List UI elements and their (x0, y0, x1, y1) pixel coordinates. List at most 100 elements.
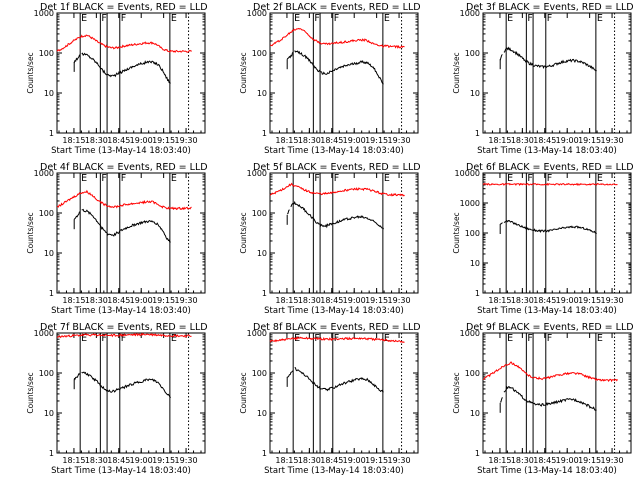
x-tick-label: 18:15 (275, 296, 298, 305)
panel-svg: Det 8f BLACK = Events, RED = LLD 1 10 100 10… (239, 322, 421, 476)
lld-series-line (269, 182, 405, 197)
lld-series-line (56, 34, 192, 53)
interval-marker-label: E (507, 13, 513, 24)
y-tick-label: 100 (465, 229, 480, 238)
x-tick-label: 18:45 (533, 456, 556, 465)
events-series-line (287, 200, 385, 230)
detector-panel-8: Det 8f BLACK = Events, RED = LLD 1 10 100 10… (213, 320, 426, 480)
x-tick-label: 18:45 (107, 456, 130, 465)
detector-panel-5: Det 5f BLACK = Events, RED = LLD 1 10 100 10… (213, 160, 426, 320)
y-tick-label: 10 (44, 89, 54, 98)
panel-svg: Det 3f BLACK = Events, RED = LLD 1 10 100 10… (452, 2, 634, 156)
interval-marker-label: F (121, 13, 126, 24)
interval-marker-label: F (101, 13, 106, 24)
x-tick-label: 18:30 (511, 136, 534, 145)
y-tick-label: 1 (262, 289, 267, 298)
interval-marker-label: F (527, 13, 532, 24)
x-axis-label: Start Time (13-May-14 18:03:40) (51, 306, 191, 316)
x-tick-label: 18:30 (511, 456, 534, 465)
interval-marker-label: E (507, 333, 513, 344)
y-tick-label: 10 (44, 409, 54, 418)
y-tick-label: 10 (470, 409, 480, 418)
panel-title: Det 4f BLACK = Events, RED = LLD (40, 162, 208, 173)
panel-title: Det 5f BLACK = Events, RED = LLD (253, 162, 421, 173)
lld-series-line (269, 336, 405, 344)
y-tick-label: 100 (39, 369, 54, 378)
detector-panel-4: Det 4f BLACK = Events, RED = LLD 1 10 100 10… (0, 160, 213, 320)
events-series-line (73, 371, 171, 399)
interval-marker-label: E (597, 333, 603, 344)
x-tick-label: 18:45 (320, 136, 343, 145)
x-axis-label: Start Time (13-May-14 18:03:40) (264, 466, 404, 476)
interval-marker-label: E (294, 13, 300, 24)
y-axis-label: Counts/sec (452, 212, 461, 253)
y-tick-label: 10 (470, 89, 480, 98)
lld-series-line (482, 361, 618, 383)
x-tick-label: 18:30 (298, 136, 321, 145)
panel-svg: Det 9f BLACK = Events, RED = LLD 1 10 100 10… (452, 322, 634, 476)
detector-panel-9: Det 9f BLACK = Events, RED = LLD 1 10 100 10… (426, 320, 639, 480)
interval-marker-label: F (121, 173, 126, 184)
plot-frame (269, 12, 419, 134)
x-axis-label: Start Time (13-May-14 18:03:40) (477, 146, 617, 156)
y-tick-label: 100 (252, 209, 267, 218)
x-tick-label: 18:15 (62, 136, 85, 145)
panel-title: Det 2f BLACK = Events, RED = LLD (253, 2, 421, 13)
x-tick-label: 19:15 (578, 456, 601, 465)
plot-frame (56, 172, 206, 294)
interval-marker-label: E (384, 333, 390, 344)
x-tick-label: 19:00 (556, 296, 579, 305)
x-tick-label: 18:45 (320, 456, 343, 465)
x-tick-label: 19:30 (175, 296, 198, 305)
x-tick-label: 19:15 (578, 136, 601, 145)
x-tick-label: 19:30 (388, 296, 411, 305)
detector-panel-1: Det 1f BLACK = Events, RED = LLD 1 10 100 10… (0, 0, 213, 160)
interval-marker-label: E (171, 13, 177, 24)
x-tick-label: 18:30 (85, 456, 108, 465)
x-tick-label: 19:00 (343, 456, 366, 465)
lld-series-line (57, 332, 192, 339)
y-tick-label: 1000 (460, 199, 480, 208)
x-tick-label: 19:00 (343, 296, 366, 305)
x-tick-label: 19:00 (343, 136, 366, 145)
x-tick-label: 18:45 (107, 296, 130, 305)
y-tick-label: 1000 (247, 9, 267, 18)
plot-frame (269, 332, 419, 454)
y-tick-label: 10 (257, 249, 267, 258)
events-series-line (287, 367, 384, 393)
x-tick-label: 19:00 (130, 456, 153, 465)
x-tick-label: 19:15 (152, 456, 175, 465)
y-tick-label: 1 (475, 129, 480, 138)
events-series-line (499, 46, 597, 72)
interval-marker-label: F (334, 173, 339, 184)
y-tick-label: 10 (257, 89, 267, 98)
x-tick-label: 18:15 (275, 136, 298, 145)
x-axis-label: Start Time (13-May-14 18:03:40) (477, 466, 617, 476)
x-tick-label: 18:30 (298, 296, 321, 305)
x-tick-label: 18:30 (85, 296, 108, 305)
interval-marker-label: F (101, 333, 106, 344)
interval-marker-label: E (597, 173, 603, 184)
x-tick-label: 19:15 (578, 296, 601, 305)
lld-series-line (56, 189, 192, 211)
interval-marker-label: F (334, 13, 339, 24)
plot-frame (482, 12, 632, 134)
y-axis-label: Counts/sec (452, 52, 461, 93)
interval-marker-label: E (507, 173, 513, 184)
plot-frame (269, 172, 419, 294)
x-tick-label: 18:30 (298, 456, 321, 465)
y-axis-label: Counts/sec (26, 372, 35, 413)
interval-marker-label: E (81, 173, 87, 184)
x-tick-label: 18:45 (107, 136, 130, 145)
x-tick-label: 19:30 (175, 456, 198, 465)
x-tick-label: 18:15 (275, 456, 298, 465)
lld-series-line (482, 182, 618, 186)
panel-svg: Det 4f BLACK = Events, RED = LLD 1 10 100 10… (26, 162, 208, 316)
x-tick-label: 18:30 (511, 296, 534, 305)
y-tick-label: 10 (257, 409, 267, 418)
x-axis-label: Start Time (13-May-14 18:03:40) (51, 466, 191, 476)
plot-frame (482, 332, 632, 454)
x-tick-label: 19:15 (365, 296, 388, 305)
y-tick-label: 1000 (460, 9, 480, 18)
